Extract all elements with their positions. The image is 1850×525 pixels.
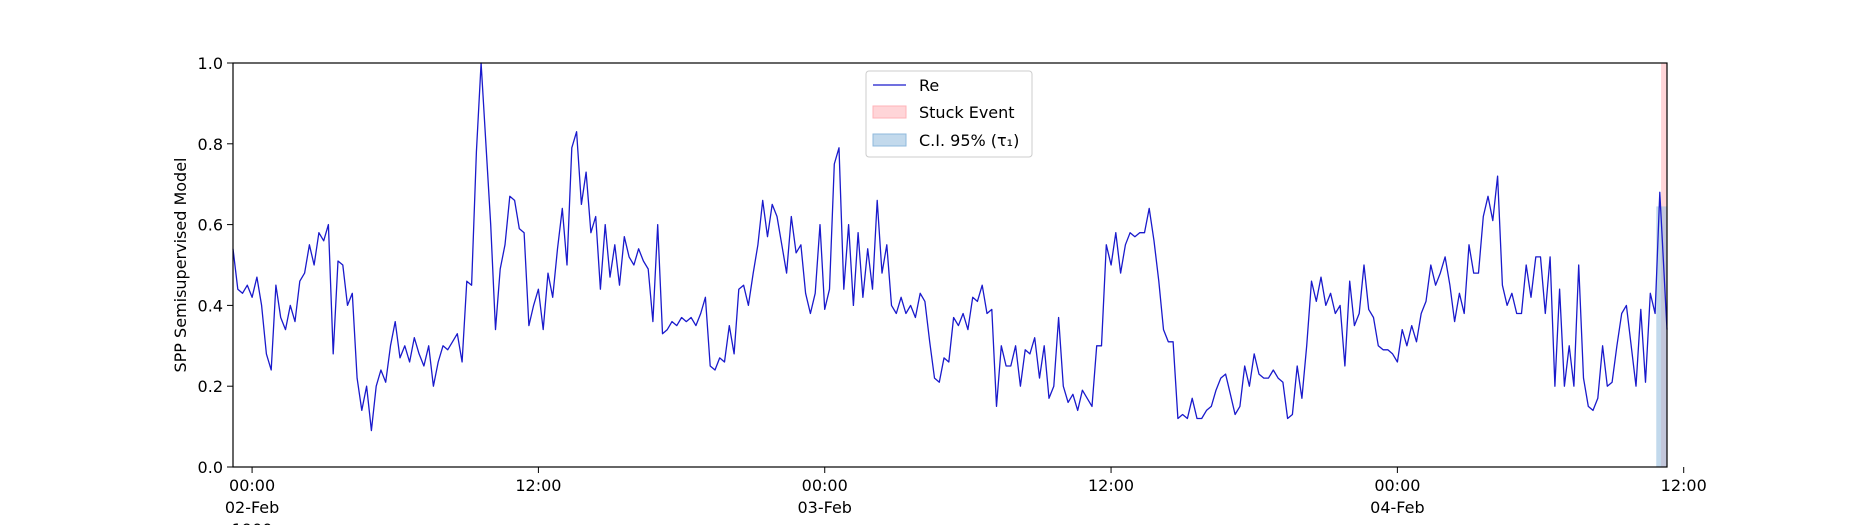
x-tick-label: 03-Feb	[797, 498, 851, 517]
x-tick-label: 12:00	[1661, 476, 1707, 495]
shaded-regions	[1656, 63, 1667, 468]
x-tick-label: 00:00	[802, 476, 848, 495]
legend: Re Stuck Event C.I. 95% (τ₁)	[865, 70, 1033, 158]
series-layer	[232, 62, 1668, 432]
y-tick-label: 0.8	[198, 135, 223, 154]
plot-area	[232, 62, 1668, 468]
x-tick-label: 02-Feb	[225, 498, 279, 517]
y-axis-label: SPP Semisupervised Model	[171, 158, 190, 373]
legend-swatch-stuck-event	[872, 105, 907, 119]
y-tick-label: 0.4	[198, 296, 223, 315]
x-tick-label: 12:00	[515, 476, 561, 495]
x-tick-label: 00:00	[1374, 476, 1420, 495]
shaded-region-ci	[1656, 206, 1667, 468]
legend-box	[865, 70, 1033, 158]
axes-frame	[232, 62, 1668, 468]
y-tick-label: 0.2	[198, 377, 223, 396]
x-tick-label: 04-Feb	[1370, 498, 1424, 517]
x-tick-label: 1900	[232, 520, 273, 525]
legend-label-ci: C.I. 95% (τ₁)	[919, 131, 1019, 150]
legend-label-re: Re	[919, 76, 939, 95]
series-line-re	[232, 62, 1668, 432]
x-tick-label: 00:00	[229, 476, 275, 495]
legend-swatch-ci	[872, 133, 907, 147]
x-axis-ticks: 00:00 02-Feb 1900 12:00 00:00 03-Feb 12:00 00:0…	[225, 467, 1707, 525]
y-tick-label: 1.0	[198, 54, 223, 73]
y-tick-label: 0.6	[198, 216, 223, 235]
y-tick-label: 0.0	[198, 458, 223, 477]
x-tick-label: 12:00	[1088, 476, 1134, 495]
legend-label-stuck-event: Stuck Event	[919, 103, 1015, 122]
y-axis-ticks: 0.0 0.2 0.4 0.6 0.8 1.0	[198, 54, 233, 477]
